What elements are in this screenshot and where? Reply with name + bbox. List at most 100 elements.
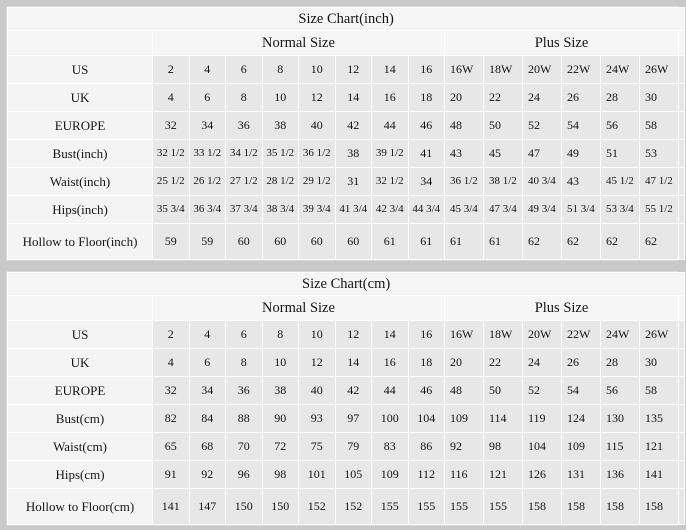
row-label: Bust(inch): [7, 139, 153, 168]
cell-plus: 20: [444, 83, 484, 112]
cell-normal: 4: [152, 83, 190, 112]
size-chart-table: Size Chart(inch) Normal Size Plus Size US 2 4…: [6, 7, 686, 260]
table-row: US 2 4 6 8 10 12 14 16 16W 18W 20W 22W 24W 26W: [7, 320, 686, 349]
size-chart-block: Size Chart(inch) Normal Size Plus Size US 2 4…: [6, 6, 686, 261]
table-row: Waist(cm) 65 68 70 72 75 79 83 86 92 98 104 109 115 12…: [7, 432, 686, 461]
cell-normal: 93: [298, 404, 336, 433]
cell-normal: 10: [298, 320, 336, 349]
cell-normal: 10: [261, 348, 299, 377]
cell-plus: 62: [522, 223, 562, 260]
cell-plus: 18W: [483, 55, 523, 84]
cell-normal: 84: [188, 404, 226, 433]
cell-normal: 98: [261, 460, 299, 489]
cell-plus: 126: [522, 460, 562, 489]
cell-normal: 79: [334, 432, 372, 461]
row-label: Waist(cm): [7, 432, 153, 461]
cell-normal: 25 1/2: [152, 167, 190, 196]
table-row: EUROPE 32 34 36 38 40 42 44 46 48 50 52 54 56 58: [7, 376, 686, 405]
cell-plus: 48: [444, 111, 484, 140]
table-row: US 2 4 6 8 10 12 14 16 16W 18W 20W 22W 24W 26W: [7, 55, 686, 84]
cell-normal: 31: [334, 167, 372, 196]
cell-normal: 10: [298, 55, 336, 84]
cell-plus: 26: [561, 83, 601, 112]
cell-normal: 75: [298, 432, 336, 461]
cell-plus: 109: [444, 404, 484, 433]
cell-plus: 52: [522, 111, 562, 140]
cell-normal: 39 1/2: [371, 139, 409, 168]
cell-plus: 121: [483, 460, 523, 489]
cell-plus: 58: [639, 111, 679, 140]
cell-plus: 58: [639, 376, 679, 405]
cell-normal: 38: [261, 111, 299, 140]
cell-normal: 147: [188, 488, 226, 525]
cell-plus: 26W: [639, 55, 679, 84]
cell-plus: 20W: [522, 320, 562, 349]
cell-edge-spacer: [677, 83, 686, 112]
cell-plus: 136: [600, 460, 640, 489]
cell-normal: 2: [152, 320, 190, 349]
cell-normal: 60: [261, 223, 299, 260]
cell-normal: 59: [188, 223, 226, 260]
cell-plus: 22: [483, 83, 523, 112]
cell-plus: 48: [444, 376, 484, 405]
cell-plus: 119: [522, 404, 562, 433]
cell-normal: 150: [261, 488, 299, 525]
cell-normal: 155: [371, 488, 409, 525]
cell-normal: 100: [371, 404, 409, 433]
cell-normal: 37 3/4: [225, 195, 263, 224]
cell-plus: 109: [561, 432, 601, 461]
cell-normal: 88: [225, 404, 263, 433]
group-header-edge-spacer: [677, 30, 686, 56]
cell-normal: 12: [334, 320, 372, 349]
cell-normal: 34 1/2: [225, 139, 263, 168]
cell-plus: 43: [561, 167, 601, 196]
cell-normal: 35 1/2: [261, 139, 299, 168]
cell-normal: 44: [371, 111, 409, 140]
cell-plus: 98: [483, 432, 523, 461]
cell-plus: 51 3/4: [561, 195, 601, 224]
row-label: EUROPE: [7, 111, 153, 140]
cell-normal: 105: [334, 460, 372, 489]
cell-edge-spacer: [677, 111, 686, 140]
cell-plus: 61: [483, 223, 523, 260]
cell-plus: 121: [639, 432, 679, 461]
cell-plus: 45 1/2: [600, 167, 640, 196]
row-label: Hollow to Floor(inch): [7, 223, 153, 260]
cell-normal: 4: [188, 320, 226, 349]
cell-normal: 97: [334, 404, 372, 433]
cell-normal: 29 1/2: [298, 167, 336, 196]
cell-normal: 41: [407, 139, 445, 168]
cell-plus: 24W: [600, 320, 640, 349]
cell-normal: 141: [152, 488, 190, 525]
cell-plus: 50: [483, 376, 523, 405]
cell-normal: 4: [188, 55, 226, 84]
group-header-spacer: [7, 295, 153, 321]
cell-plus: 62: [561, 223, 601, 260]
cell-plus: 52: [522, 376, 562, 405]
cell-normal: 6: [188, 348, 226, 377]
cell-normal: 60: [334, 223, 372, 260]
cell-plus: 16W: [444, 55, 484, 84]
cell-normal: 16: [407, 55, 445, 84]
table-row: Hollow to Floor(cm) 141 147 150 150 152 152 155…: [7, 488, 686, 525]
cell-edge-spacer: [677, 348, 686, 377]
cell-normal: 60: [298, 223, 336, 260]
cell-normal: 104: [407, 404, 445, 433]
cell-normal: 32: [152, 111, 190, 140]
cell-normal: 59: [152, 223, 190, 260]
cell-normal: 60: [225, 223, 263, 260]
cell-plus: 22W: [561, 320, 601, 349]
cell-plus: 49: [561, 139, 601, 168]
cell-normal: 112: [407, 460, 445, 489]
row-label: Bust(cm): [7, 404, 153, 433]
cell-normal: 65: [152, 432, 190, 461]
cell-edge-spacer: [677, 55, 686, 84]
table-row: Waist(inch) 25 1/2 26 1/2 27 1/2 28 1/2 29 1/…: [7, 167, 686, 196]
cell-normal: 36: [225, 376, 263, 405]
cell-normal: 101: [298, 460, 336, 489]
cell-normal: 61: [407, 223, 445, 260]
cell-plus: 62: [639, 223, 679, 260]
cell-normal: 14: [371, 55, 409, 84]
cell-normal: 18: [407, 348, 445, 377]
